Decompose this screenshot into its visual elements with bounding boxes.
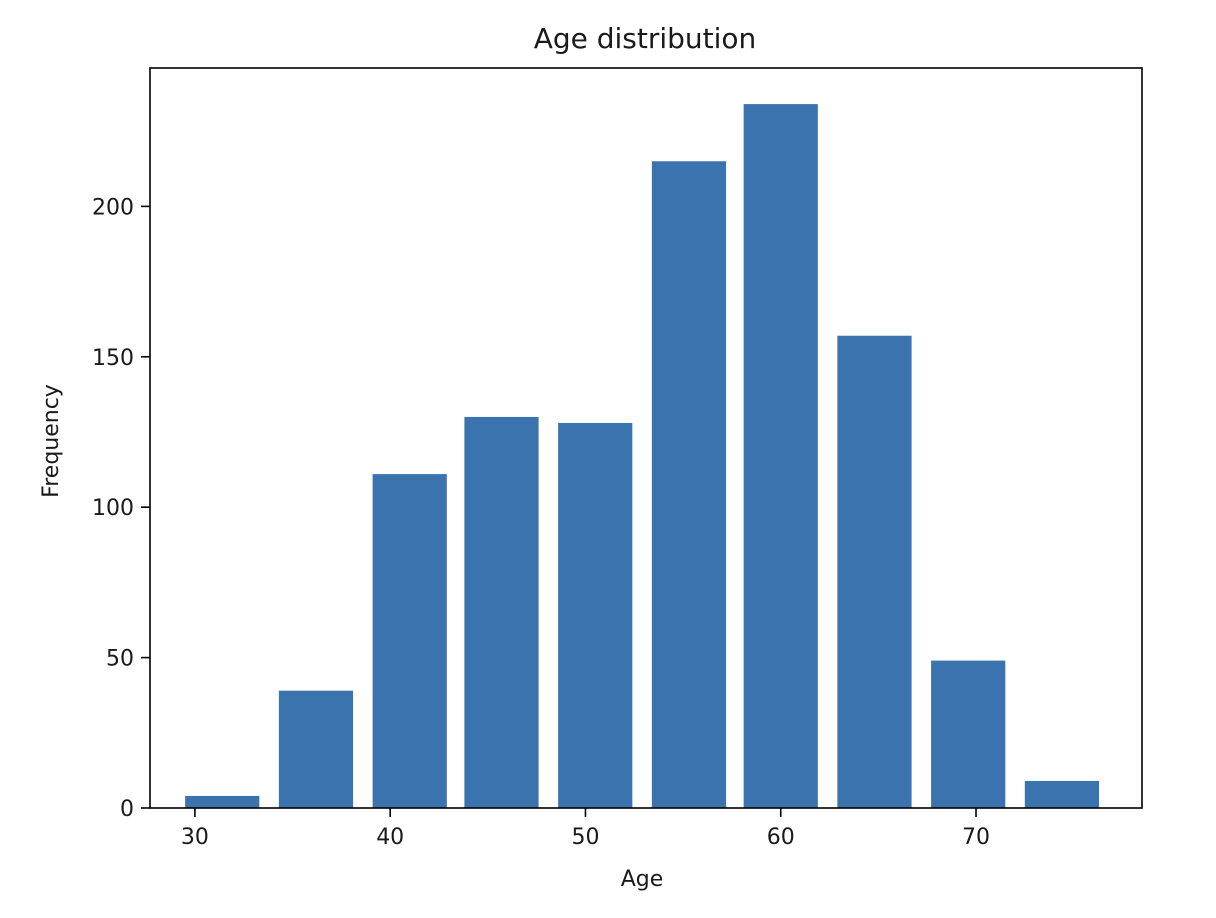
y-tick-label-150: 150 <box>92 346 134 371</box>
bars-group <box>185 104 1100 809</box>
chart-title: Age distribution <box>534 22 757 55</box>
plot-frame <box>149 67 1143 809</box>
x-tick-label-60: 60 <box>767 825 795 850</box>
histogram-bar-9 <box>931 660 1006 808</box>
y-tick-label-200: 200 <box>92 195 134 220</box>
histogram-bar-2 <box>278 690 354 808</box>
histogram-bar-3 <box>372 474 447 808</box>
histogram-bar-8 <box>837 335 912 808</box>
histogram-bar-7 <box>743 104 818 809</box>
y-tick-label-0: 0 <box>120 797 134 822</box>
y-axis-ticks: 0 50 100 150 200 <box>92 195 150 822</box>
y-tick-label-50: 50 <box>106 647 134 672</box>
x-tick-label-70: 70 <box>962 825 990 850</box>
histogram-bar-1 <box>185 795 260 808</box>
histogram-bar-4 <box>464 416 539 808</box>
x-axis-label: Age <box>621 867 664 892</box>
histogram-bar-6 <box>651 161 727 809</box>
histogram-bar-10 <box>1024 780 1100 808</box>
y-tick-label-100: 100 <box>92 496 134 521</box>
x-tick-label-40: 40 <box>376 825 404 850</box>
x-tick-label-50: 50 <box>571 825 599 850</box>
x-axis-ticks: 30 40 50 60 70 <box>181 808 990 850</box>
y-axis-label: Frequency <box>39 384 64 498</box>
histogram-bar-5 <box>558 422 633 808</box>
x-tick-label-30: 30 <box>181 825 209 850</box>
